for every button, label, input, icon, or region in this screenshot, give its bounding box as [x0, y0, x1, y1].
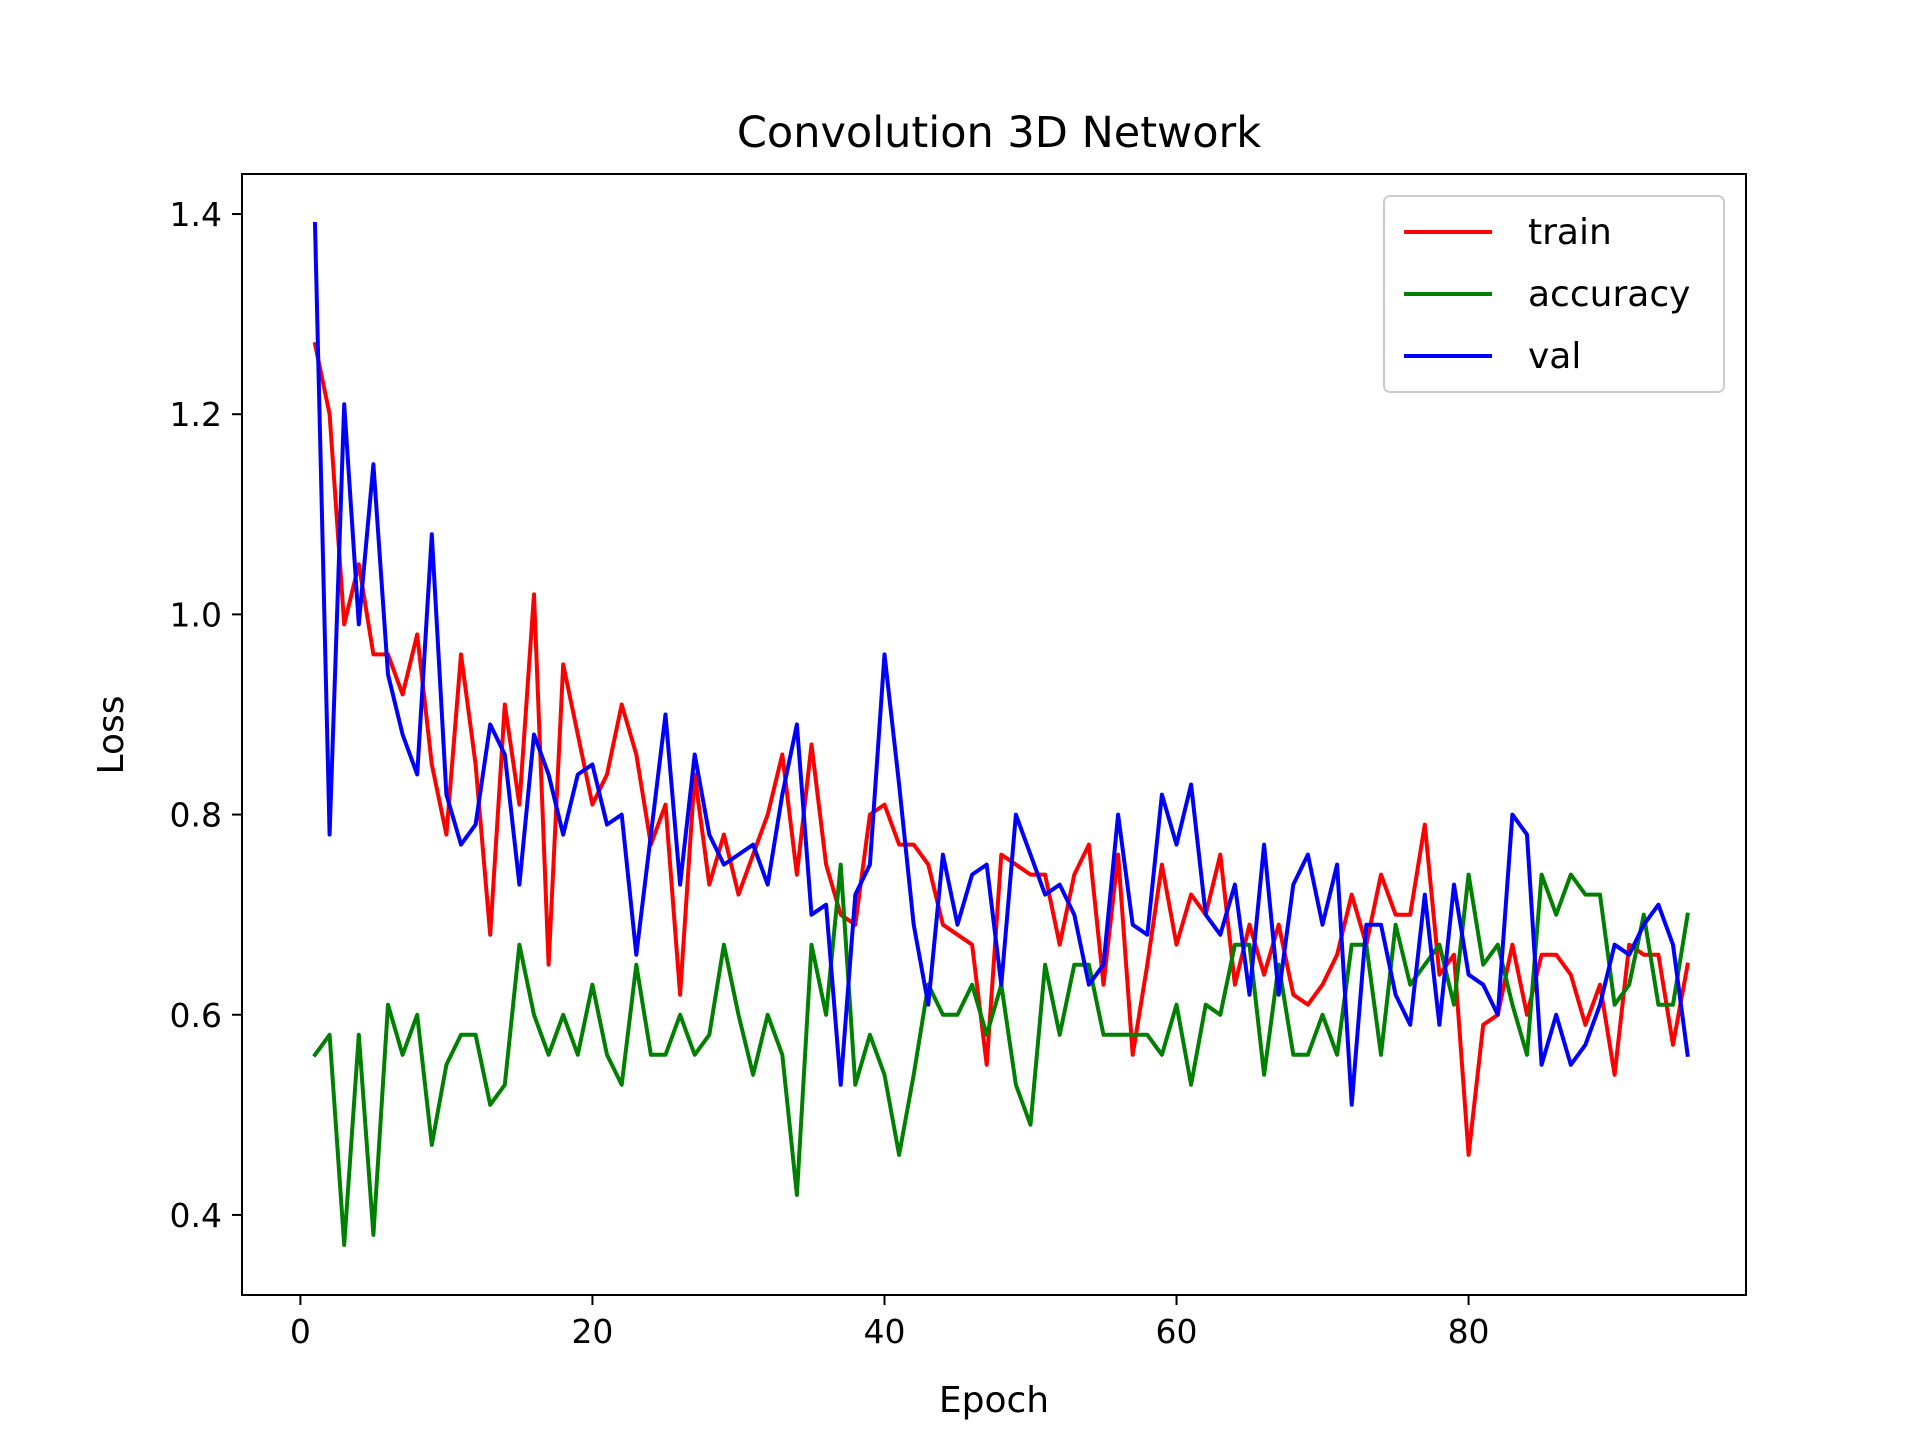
- y-tick-label: 1.4: [170, 195, 222, 234]
- x-tick-label: 60: [1156, 1312, 1198, 1351]
- x-tick-label: 0: [290, 1312, 311, 1351]
- x-axis-ticks: 0 20 40 60 80: [290, 1295, 1490, 1351]
- legend-box: [1383, 195, 1725, 393]
- x-axis-label: Epoch: [939, 1380, 1049, 1421]
- x-tick-label: 20: [571, 1312, 613, 1351]
- y-tick-label: 0.8: [170, 796, 222, 835]
- y-tick-label: 1.0: [170, 595, 222, 634]
- y-tick-label: 0.6: [170, 996, 222, 1035]
- y-tick-label: 1.2: [170, 395, 222, 434]
- plot-lines: [312, 221, 1690, 1247]
- series-line-val: [312, 221, 1690, 1107]
- legend-label-train: train: [1528, 212, 1612, 253]
- x-tick-label: 40: [863, 1312, 905, 1351]
- plot-frame: [241, 173, 1747, 1296]
- legend-items: train accuracy val: [1404, 212, 1690, 377]
- legend-label-val: val: [1528, 336, 1581, 377]
- chart-title: Convolution 3D Network: [737, 108, 1261, 158]
- x-tick-label: 80: [1448, 1312, 1490, 1351]
- y-axis-ticks: 0.4 0.6 0.8 1.0 1.2 1.4: [170, 195, 242, 1235]
- series-line-train: [312, 341, 1690, 1157]
- legend: train accuracy val: [1383, 195, 1725, 393]
- y-tick-label: 0.4: [170, 1196, 222, 1235]
- y-axis-label: Loss: [91, 696, 132, 775]
- legend-label-accuracy: accuracy: [1528, 274, 1690, 315]
